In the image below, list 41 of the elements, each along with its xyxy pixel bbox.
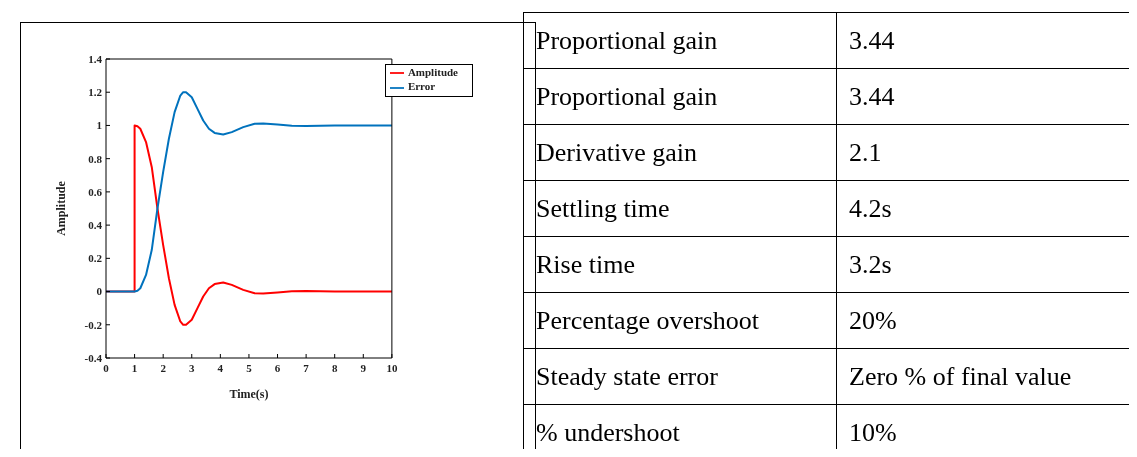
x-tick-label: 4 bbox=[217, 361, 224, 374]
text: Percentage overshoot bbox=[523, 292, 837, 349]
x-axis-title: Time(s) bbox=[229, 387, 269, 401]
text: Proportional gain bbox=[523, 68, 837, 125]
text: Rise time bbox=[523, 236, 837, 293]
text: Derivative gain bbox=[523, 124, 837, 181]
x-tick-label: 3 bbox=[189, 361, 196, 374]
text: 20% bbox=[848, 304, 898, 337]
text: 4.2s bbox=[848, 192, 893, 225]
x-tick-label: 6 bbox=[274, 361, 281, 374]
y-axis-title: Amplitude bbox=[54, 180, 69, 236]
x-tick-label: 5 bbox=[246, 361, 253, 374]
y-tick-label: -0.2 bbox=[84, 318, 103, 331]
x-tick-label: 7 bbox=[303, 361, 310, 374]
y-tick-label: 1.4 bbox=[88, 52, 103, 65]
text: Proportional gain bbox=[523, 12, 837, 69]
text: 3.44 bbox=[848, 80, 896, 113]
x-tick-label: 1 bbox=[131, 361, 138, 374]
y-tick-label: 0.6 bbox=[88, 185, 103, 198]
legend-label: Error bbox=[407, 80, 436, 93]
text: Zero % of final value bbox=[848, 360, 1073, 393]
x-tick-label: 2 bbox=[160, 361, 167, 374]
legend-label: Amplitude bbox=[407, 66, 458, 78]
text: Steady state error bbox=[523, 348, 837, 405]
text: 3.44 bbox=[848, 24, 896, 57]
x-tick-label: 10 bbox=[386, 361, 398, 374]
y-tick-label: 0 bbox=[96, 285, 103, 298]
text: 10% bbox=[848, 416, 898, 449]
y-tick-label: 0.2 bbox=[88, 252, 103, 265]
text: Settling time bbox=[523, 180, 837, 237]
text: % undershoot bbox=[535, 416, 681, 449]
y-tick-label: 0.4 bbox=[88, 219, 103, 232]
y-tick-label: 1.2 bbox=[88, 86, 103, 99]
y-tick-label: 1 bbox=[96, 119, 102, 132]
text: 2.1 bbox=[848, 136, 883, 169]
text: 3.2s bbox=[848, 248, 893, 281]
y-tick-label: 0.8 bbox=[88, 152, 103, 165]
y-tick-label: -0.4 bbox=[84, 351, 103, 364]
x-tick-label: 8 bbox=[331, 361, 338, 374]
x-tick-label: 9 bbox=[360, 361, 367, 374]
line-series bbox=[106, 91, 392, 293]
